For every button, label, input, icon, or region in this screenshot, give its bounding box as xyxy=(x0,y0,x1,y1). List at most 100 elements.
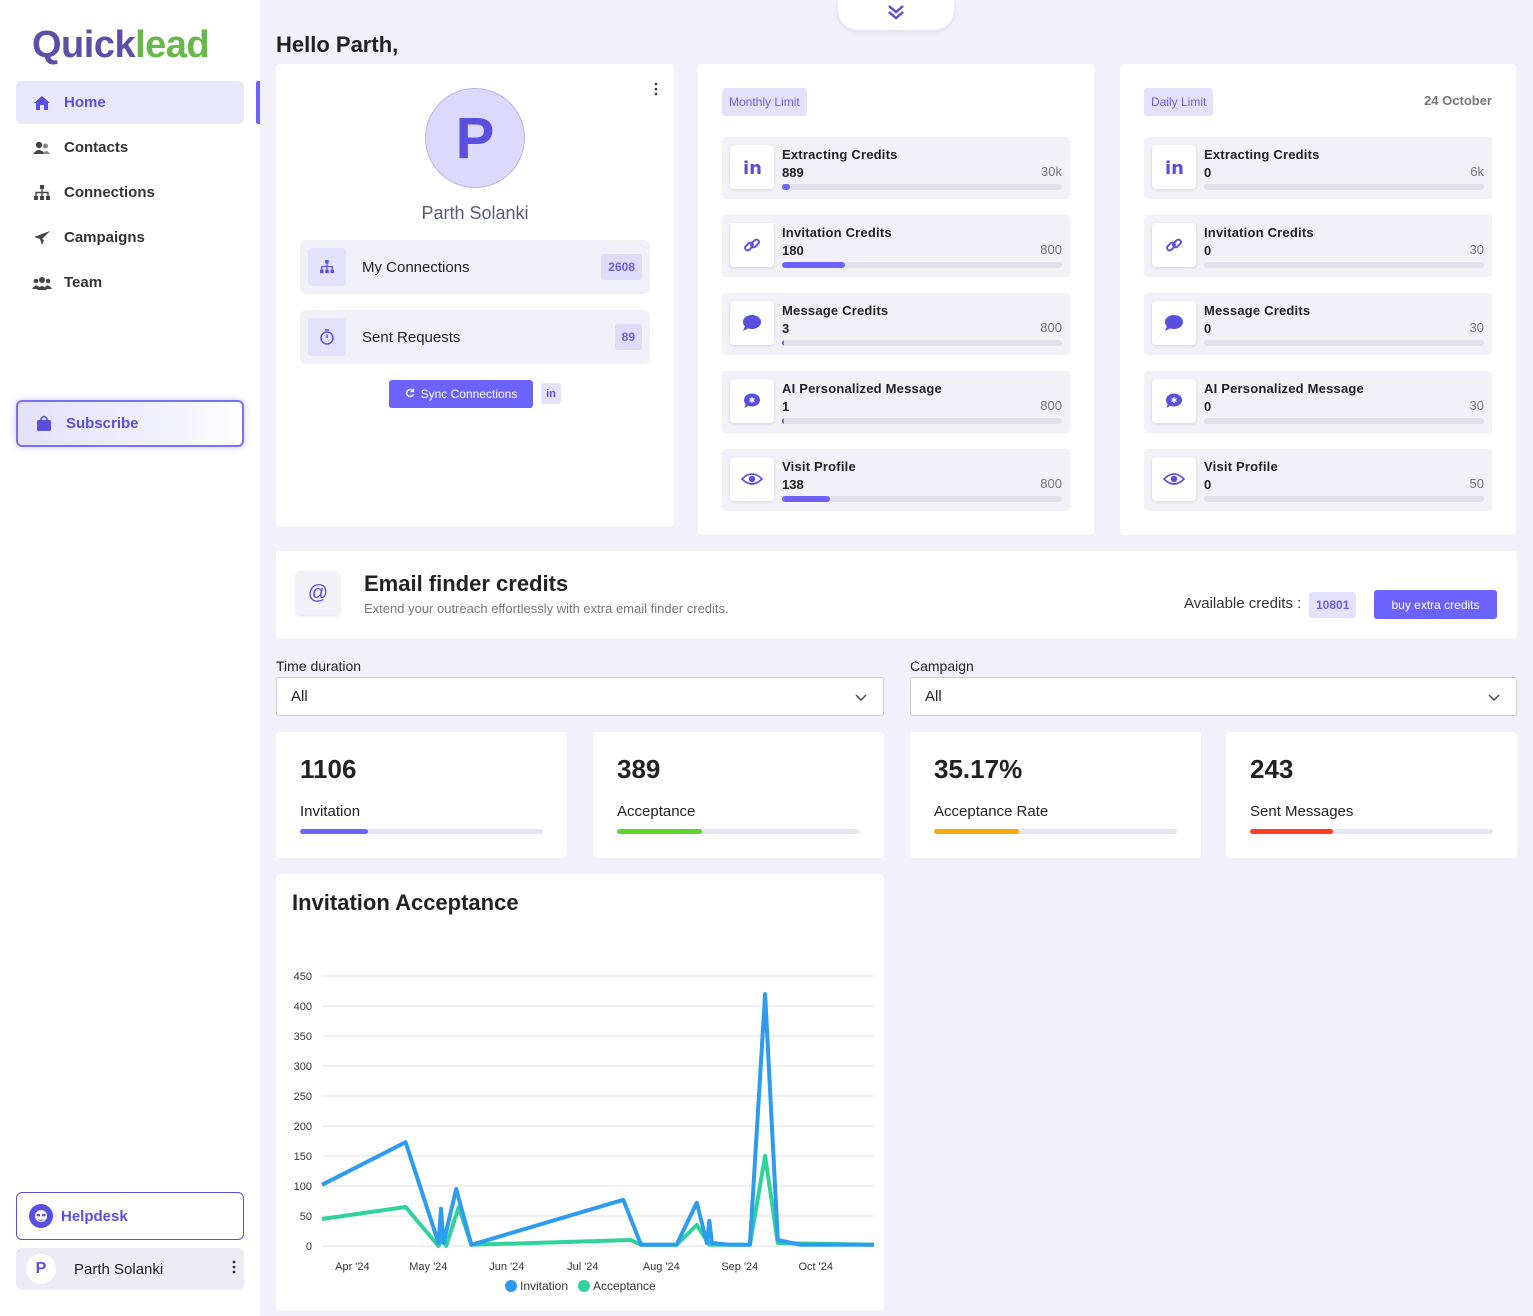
credit-row-ai-personalized-message: AI Personalized Message 1 800 xyxy=(722,371,1070,433)
sidebar: Quicklead Home Contacts Connections Camp… xyxy=(0,0,260,1316)
x-tick-label: Apr '24 xyxy=(335,1261,370,1273)
subscribe-label: Subscribe xyxy=(66,415,139,432)
stat-progress-bar xyxy=(617,829,860,834)
credit-max: 800 xyxy=(1040,476,1062,491)
stat-card-acceptance: 389 Acceptance xyxy=(593,732,884,858)
credit-used: 0 xyxy=(1204,243,1212,258)
credit-progress-bar xyxy=(1204,262,1484,268)
x-tick-label: Jun '24 xyxy=(489,1261,524,1273)
sent-requests-row[interactable]: Sent Requests 89 xyxy=(300,310,650,364)
sidebar-item-campaigns[interactable]: Campaigns xyxy=(16,216,244,259)
plane-icon xyxy=(32,228,52,248)
credit-used: 0 xyxy=(1204,321,1212,336)
avatar: P xyxy=(26,1254,56,1284)
stat-value: 1106 xyxy=(300,754,357,784)
credit-used: 0 xyxy=(1204,477,1212,492)
y-tick-label: 250 xyxy=(294,1091,312,1103)
sent-requests-label: Sent Requests xyxy=(362,328,461,346)
credit-used: 1 xyxy=(782,399,790,414)
credit-progress-bar xyxy=(1204,184,1484,190)
credit-used: 889 xyxy=(782,165,804,180)
sync-connections-label: Sync Connections xyxy=(420,387,518,401)
campaign-value: All xyxy=(925,688,942,705)
credit-used: 0 xyxy=(1204,399,1212,414)
x-tick-label: Aug '24 xyxy=(643,1261,680,1273)
sitemap-icon xyxy=(32,183,52,203)
credit-name: Invitation Credits xyxy=(782,225,892,240)
x-tick-label: Oct '24 xyxy=(799,1261,834,1273)
y-tick-label: 200 xyxy=(294,1121,312,1133)
kebab-menu-icon[interactable] xyxy=(232,1259,236,1279)
subscribe-button[interactable]: Subscribe xyxy=(16,400,244,447)
time-duration-select[interactable]: All xyxy=(276,677,884,716)
credit-used: 138 xyxy=(782,477,804,492)
sidebar-item-label: Contacts xyxy=(64,139,129,156)
credit-max: 30 xyxy=(1469,398,1484,413)
campaign-select[interactable]: All xyxy=(910,677,1517,716)
credit-name: Message Credits xyxy=(1204,303,1311,318)
credit-name: Extracting Credits xyxy=(782,147,898,162)
credit-name: Visit Profile xyxy=(1204,459,1278,474)
y-tick-label: 300 xyxy=(294,1061,312,1073)
y-tick-label: 0 xyxy=(306,1241,312,1253)
svg-text:in: in xyxy=(743,158,762,176)
shopping-bag-icon xyxy=(36,415,52,432)
credit-used: 0 xyxy=(1204,165,1212,180)
y-tick-label: 400 xyxy=(294,1001,312,1013)
buy-extra-credits-button[interactable]: buy extra credits xyxy=(1374,590,1497,619)
helpdesk-button[interactable]: Helpdesk xyxy=(16,1192,244,1240)
sidebar-nav: Home Contacts Connections Campaigns Team xyxy=(16,81,244,306)
monthly-limit-tag: Monthly Limit xyxy=(722,88,807,116)
email-finder-title: Email finder credits xyxy=(364,571,569,596)
app-logo[interactable]: Quicklead xyxy=(32,24,210,66)
stat-value: 389 xyxy=(617,754,661,784)
sidebar-item-connections[interactable]: Connections xyxy=(16,171,244,214)
stat-label: Sent Messages xyxy=(1250,803,1354,820)
requests-count-badge: 89 xyxy=(614,324,642,350)
daily-limit-card: Daily Limit 24 October in Extracting Cred… xyxy=(1120,64,1516,535)
series-line-invitation xyxy=(321,992,874,1247)
active-nav-indicator xyxy=(256,81,260,124)
home-icon xyxy=(32,93,52,113)
eye-icon xyxy=(1152,457,1196,501)
collapse-toggle-button[interactable] xyxy=(838,0,954,30)
my-connections-row[interactable]: My Connections 2608 xyxy=(300,240,650,294)
message-icon xyxy=(730,301,774,345)
credit-max: 6k xyxy=(1470,164,1484,179)
daily-limit-tag: Daily Limit xyxy=(1144,88,1214,116)
kebab-menu-icon[interactable] xyxy=(654,82,658,101)
page-title: Hello Parth, xyxy=(276,32,399,57)
x-tick-label: May '24 xyxy=(409,1261,447,1273)
message-icon xyxy=(1152,301,1196,345)
stat-progress-bar xyxy=(1250,829,1493,834)
daily-limit-date: 24 October xyxy=(1424,93,1492,108)
user-menu[interactable]: P Parth Solanki xyxy=(16,1248,244,1290)
legend-marker-invitation xyxy=(505,1280,517,1292)
series-line-acceptance xyxy=(321,1154,875,1248)
eye-icon xyxy=(730,457,774,501)
stat-label: Invitation xyxy=(300,803,361,820)
y-tick-label: 450 xyxy=(294,971,312,983)
credit-row-extracting-credits: in Extracting Credits 0 6k xyxy=(1144,137,1492,199)
stat-label: Acceptance Rate xyxy=(934,803,1049,820)
credit-progress-bar xyxy=(782,184,1062,190)
sync-connections-button[interactable]: Sync Connections xyxy=(389,380,533,408)
credit-row-invitation-credits: Invitation Credits 0 30 xyxy=(1144,215,1492,277)
svg-text:in: in xyxy=(1165,158,1184,176)
credit-max: 800 xyxy=(1040,398,1062,413)
credit-progress-bar xyxy=(782,418,1062,424)
sidebar-item-contacts[interactable]: Contacts xyxy=(16,126,244,169)
credit-name: AI Personalized Message xyxy=(1204,381,1364,396)
sidebar-item-label: Connections xyxy=(64,184,155,201)
legend-label-invitation: Invitation xyxy=(520,1279,568,1293)
credit-used: 180 xyxy=(782,243,804,258)
helpdesk-icon xyxy=(29,1204,53,1228)
sidebar-item-team[interactable]: Team xyxy=(16,261,244,304)
sidebar-item-label: Home xyxy=(64,94,106,111)
stat-value: 243 xyxy=(1250,754,1294,784)
credit-row-extracting-credits: in Extracting Credits 889 30k xyxy=(722,137,1070,199)
sidebar-item-home[interactable]: Home xyxy=(16,81,244,124)
linkedin-icon[interactable]: in xyxy=(541,383,561,404)
credit-used: 3 xyxy=(782,321,790,336)
link-icon xyxy=(730,223,774,267)
